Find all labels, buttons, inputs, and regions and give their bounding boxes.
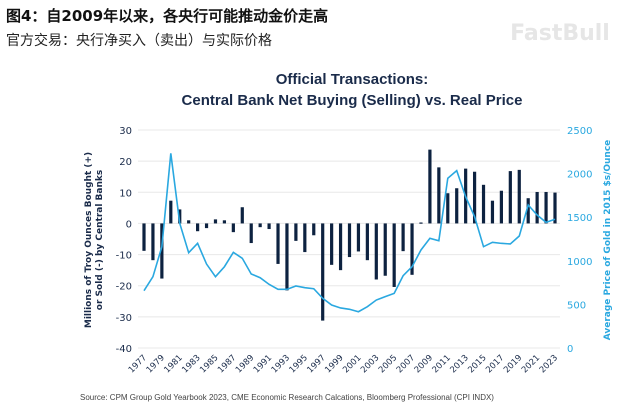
x-tick-label: 1981 <box>162 353 184 375</box>
right-tick-label: 1500 <box>567 213 592 224</box>
left-axis-label-line2: or Sold (-) by Central Banks <box>95 170 105 310</box>
x-tick-label: 2007 <box>395 353 417 375</box>
left-axis-label-line1: Millions of Troy Ounces Bought (+) <box>84 152 94 328</box>
left-tick-label: 10 <box>119 188 132 199</box>
bar-1979 <box>160 223 164 279</box>
bar-2021 <box>535 191 539 224</box>
bar-2004 <box>383 223 387 276</box>
x-tick-label: 2011 <box>431 353 453 375</box>
bar-1996 <box>312 223 316 236</box>
bar-1988 <box>240 207 244 224</box>
bar-2002 <box>365 223 369 261</box>
bar-1992 <box>276 223 280 264</box>
bar-2012 <box>455 188 459 224</box>
bar-1981 <box>178 209 182 224</box>
source-note: Source: CPM Group Gold Yearbook 2023, CM… <box>80 393 494 402</box>
left-tick-label: 30 <box>119 126 132 137</box>
bar-2020 <box>526 198 530 224</box>
x-tick-label: 2003 <box>359 353 381 375</box>
bar-1995 <box>303 223 307 253</box>
left-tick-label: 0 <box>126 219 132 230</box>
left-tick-label: -30 <box>116 313 132 324</box>
x-tick-label: 2015 <box>466 353 488 375</box>
x-tick-label: 1997 <box>305 353 327 375</box>
bar-1985 <box>213 219 218 224</box>
right-tick-label: 0 <box>567 344 573 355</box>
x-tick-label: 2019 <box>502 353 524 375</box>
left-tick-label: -10 <box>116 251 132 262</box>
bar-2005 <box>392 223 396 287</box>
bar-2007 <box>410 223 414 275</box>
bar-2000 <box>347 223 352 258</box>
bar-2014 <box>472 171 477 224</box>
figure-title: 图4：自2009年以来，各央行可能推动金价走高 <box>6 7 329 25</box>
left-tick-label: -40 <box>116 344 132 355</box>
chart-title-line2: Central Bank Net Buying (Selling) vs. Re… <box>182 92 523 109</box>
right-tick-label: 500 <box>567 300 586 311</box>
x-tick-label: 2009 <box>413 353 435 375</box>
left-tick-label: 20 <box>119 157 132 168</box>
bar-2010 <box>437 167 441 224</box>
bar-1993 <box>285 223 289 291</box>
bar-2009 <box>428 149 432 224</box>
bar-1990 <box>258 223 262 228</box>
bar-1991 <box>267 223 271 230</box>
bar-2023 <box>553 192 557 224</box>
x-tick-label: 2017 <box>484 353 506 375</box>
right-axis-label: Average Price of Gold in 2015 $s/Ounce <box>603 140 613 341</box>
bar-2006 <box>401 223 405 252</box>
bar-1986 <box>222 220 227 224</box>
x-tick-label: 2001 <box>341 353 363 375</box>
chart-title-line1: Official Transactions: <box>276 71 429 88</box>
x-tick-label: 1995 <box>288 353 310 375</box>
x-tick-label: 2021 <box>520 353 542 375</box>
x-tick-label: 1993 <box>270 353 292 375</box>
x-tick-label: 1999 <box>323 353 345 375</box>
bar-1983 <box>196 223 200 232</box>
bar-1997 <box>321 223 325 321</box>
bar-1978 <box>151 223 155 261</box>
figure-subtitle: 官方交易：央行净买入（卖出）与实际价格 <box>6 33 272 49</box>
right-tick-label: 2000 <box>567 170 592 181</box>
bar-1999 <box>338 223 343 271</box>
bar-2019 <box>517 169 521 224</box>
right-tick-label: 2500 <box>567 126 592 137</box>
bar-1980 <box>169 200 173 224</box>
x-tick-label: 2013 <box>448 353 470 375</box>
x-tick-label: 1977 <box>127 353 149 375</box>
bar-1998 <box>330 223 334 265</box>
x-tick-label: 1985 <box>198 353 220 375</box>
right-tick-label: 1000 <box>567 257 592 268</box>
bar-2017 <box>499 190 503 224</box>
bar-1977 <box>142 223 146 251</box>
x-tick-label: 1979 <box>145 353 167 375</box>
bar-1982 <box>187 220 191 224</box>
x-tick-label: 2023 <box>538 353 560 375</box>
bar-2022 <box>544 191 548 224</box>
bar-1989 <box>249 223 253 244</box>
watermark: FastBull <box>510 21 610 46</box>
bar-2015 <box>481 184 486 224</box>
bar-1994 <box>294 223 298 241</box>
bar-2016 <box>490 200 495 224</box>
bar-2001 <box>356 223 361 252</box>
bar-2003 <box>374 223 378 280</box>
bar-1984 <box>204 223 209 229</box>
bar-2008 <box>419 222 423 224</box>
bar-1987 <box>231 223 235 233</box>
x-tick-label: 1987 <box>216 353 238 375</box>
bar-2018 <box>508 171 512 224</box>
bar-2011 <box>446 193 450 224</box>
x-tick-label: 2005 <box>377 353 399 375</box>
gold-price-line <box>143 153 556 313</box>
left-tick-label: -20 <box>116 282 132 293</box>
x-tick-label: 1989 <box>234 353 256 375</box>
x-tick-label: 1983 <box>180 353 202 375</box>
x-tick-label: 1991 <box>252 353 274 375</box>
